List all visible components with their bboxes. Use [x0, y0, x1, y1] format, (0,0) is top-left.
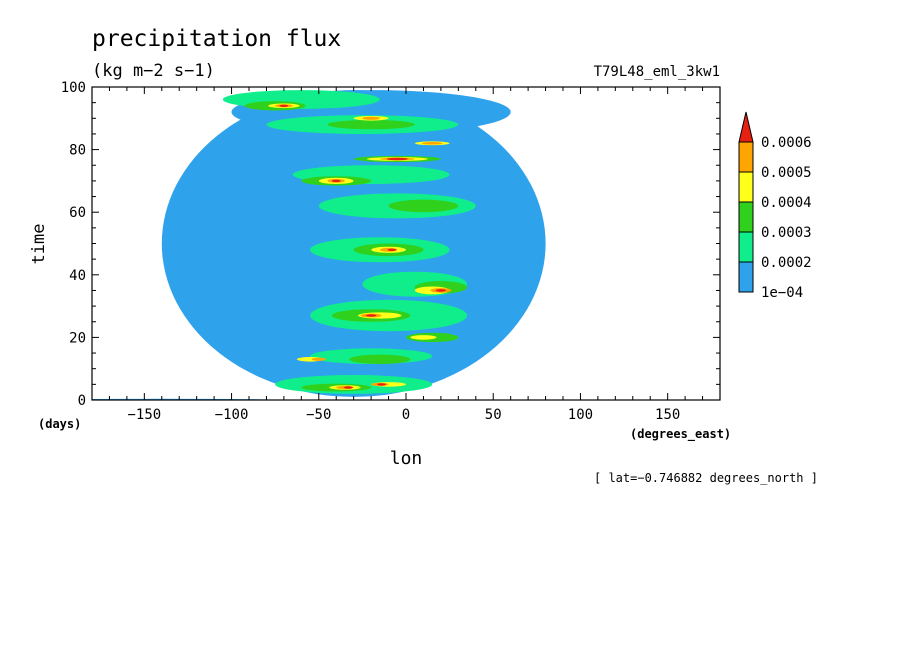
x-axis: −150 −100 −50 0 50 100 150 — [91, 87, 721, 423]
x-tick-label: −150 — [127, 407, 161, 423]
colorbar-label: 0.0004 — [761, 195, 812, 211]
y-tick-label: 100 — [61, 80, 86, 96]
heatmap-cell-level-6 — [279, 104, 289, 108]
heatmap-cell-level-6 — [386, 157, 408, 161]
plot-area — [92, 90, 546, 400]
heatmap-cell-level-3 — [327, 119, 415, 130]
latitude-footer: [ lat=−0.746882 degrees_north ] — [594, 471, 818, 485]
colorbar-swatch — [738, 231, 754, 263]
heatmap-cell-level-4 — [410, 335, 437, 340]
colorbar: 1e−04 0.0002 0.0003 0.0004 0.0005 0.0006 — [738, 111, 812, 301]
chart-units: (kg m−2 s−1) — [92, 61, 215, 81]
heatmap-cell-level-6 — [365, 314, 377, 317]
y-axis-units: (days) — [38, 417, 81, 431]
colorbar-swatch — [738, 141, 754, 173]
colorbar-label: 0.0006 — [761, 135, 812, 151]
x-axis-label: lon — [390, 448, 423, 469]
x-tick-label: −100 — [215, 407, 249, 423]
y-axis-label: time — [29, 224, 49, 265]
y-tick-label: 40 — [69, 268, 86, 284]
x-tick-label: 150 — [655, 407, 680, 423]
heatmap-cell-level-6 — [377, 383, 386, 386]
colorbar-label: 0.0003 — [761, 225, 812, 241]
colorbar-overflow-triangle — [738, 111, 754, 143]
heatmap-cell-level-6 — [387, 248, 397, 251]
chart-title: precipitation flux — [92, 26, 341, 52]
y-tick-label: 80 — [69, 143, 86, 159]
heatmap-cell-level-5 — [421, 142, 443, 145]
heatmap-cell-level-5 — [362, 116, 380, 120]
colorbar-swatch — [738, 261, 754, 293]
heatmap-cell-level-3 — [388, 199, 459, 213]
y-tick-label: 60 — [69, 205, 86, 221]
colorbar-label: 0.0005 — [761, 165, 812, 181]
heatmap-cell-level-6 — [344, 386, 353, 389]
y-tick-label: 20 — [69, 330, 86, 346]
colorbar-label: 1e−04 — [761, 285, 803, 301]
colorbar-label: 0.0002 — [761, 255, 812, 271]
run-label: T79L48_eml_3kw1 — [594, 64, 720, 80]
heatmap-cell-level-1 — [266, 133, 319, 166]
x-axis-units: (degrees_east) — [630, 427, 731, 442]
x-tick-label: 0 — [402, 407, 410, 423]
x-tick-label: 50 — [485, 407, 502, 423]
colorbar-swatch — [738, 171, 754, 203]
x-tick-label: 100 — [568, 407, 593, 423]
heatmap-cell-level-3 — [349, 354, 411, 364]
heatmap-cell-level-6 — [435, 289, 447, 292]
y-axis: 0 20 40 60 80 100 — [61, 80, 720, 409]
colorbar-swatch — [738, 201, 754, 233]
heatmap-cell-level-5 — [311, 357, 326, 361]
heatmap-cell-level-6 — [331, 179, 341, 183]
x-tick-label: −50 — [306, 407, 331, 423]
y-tick-label: 0 — [78, 393, 86, 409]
